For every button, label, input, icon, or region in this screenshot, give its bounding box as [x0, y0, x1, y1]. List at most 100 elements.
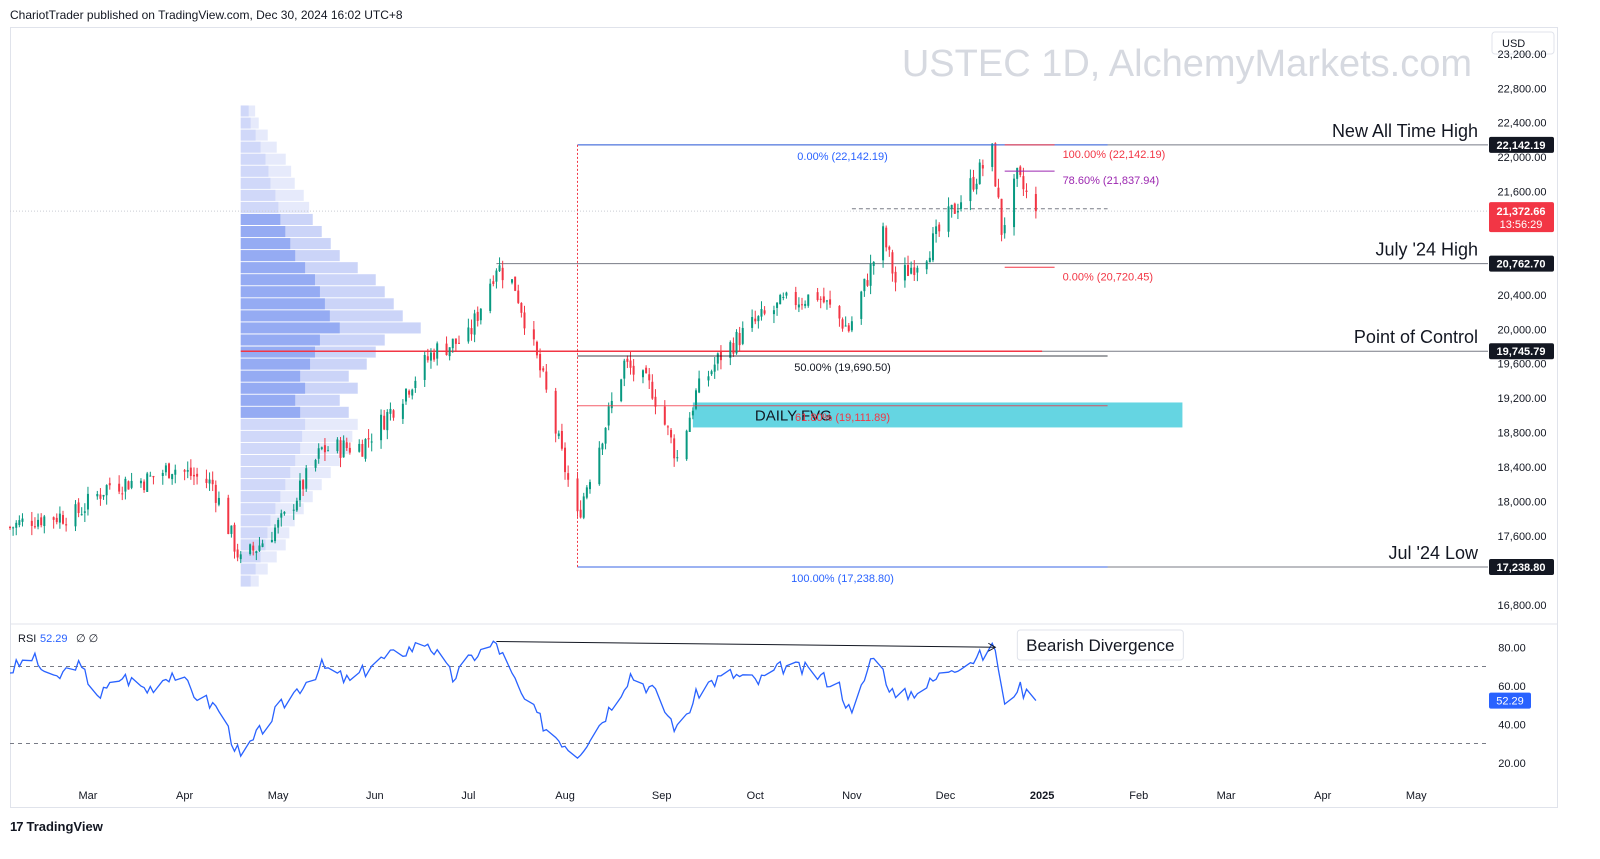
level-label: July '24 High [1376, 240, 1479, 260]
volume-profile-bar-inner [240, 177, 271, 189]
candle [751, 317, 754, 328]
candle [869, 263, 872, 286]
candle [741, 327, 744, 344]
candle [230, 525, 233, 534]
price-tick-label: 23,200.00 [1498, 49, 1547, 61]
candle [894, 271, 897, 283]
volume-profile-bar-inner [240, 370, 301, 382]
candle [183, 470, 186, 472]
tradingview-logo[interactable]: 17 TradingView [10, 819, 103, 834]
candle [139, 480, 142, 484]
candle [252, 545, 255, 551]
candle [1034, 194, 1037, 212]
candle [336, 439, 339, 452]
candle [822, 296, 825, 303]
candle [15, 522, 18, 528]
candle [314, 460, 317, 468]
candle [972, 176, 975, 190]
candle [58, 513, 61, 523]
candle [1003, 225, 1006, 234]
time-tick-label: 2025 [1030, 790, 1054, 802]
candle [498, 265, 501, 272]
volume-profile-bar-inner [240, 358, 311, 370]
candle [233, 524, 236, 552]
divergence-arrowhead [988, 642, 997, 652]
volume-profile-bar-inner [240, 442, 301, 454]
candle [1000, 198, 1003, 235]
volume-profile-bar-inner [240, 141, 261, 153]
candle [763, 310, 766, 314]
candle [579, 509, 582, 518]
candle [367, 438, 370, 440]
candle [670, 429, 673, 438]
rsi-tick-label: 40.00 [1498, 719, 1526, 731]
candle [797, 304, 800, 308]
candle [405, 388, 408, 402]
price-tick-label: 18,400.00 [1498, 462, 1547, 474]
time-axis[interactable]: Mar Apr May Jun Jul Aug Sep Oct Nov Dec 2025 Feb Mar… [78, 790, 1427, 802]
candle [698, 378, 701, 393]
candle [729, 342, 732, 358]
volume-profile-bar-inner [240, 274, 315, 286]
volume-profile [240, 105, 421, 587]
candle [52, 517, 55, 520]
fib-label: 0.00% (22,142.19) [797, 151, 888, 163]
candle [607, 406, 610, 426]
volume-profile-bar-inner [240, 454, 296, 467]
candle [436, 343, 439, 359]
candle [489, 283, 492, 311]
candle [43, 516, 46, 527]
time-tick-label: Mar [78, 790, 97, 802]
candle [479, 308, 482, 321]
candle [641, 370, 644, 378]
time-tick-label: Aug [555, 790, 575, 802]
candle [838, 306, 841, 319]
countdown-label: 13:56:29 [1500, 219, 1543, 231]
candle [358, 443, 361, 452]
candle [557, 433, 560, 437]
candle [913, 267, 916, 275]
candle [760, 309, 763, 317]
candle [411, 389, 414, 396]
candle [632, 365, 635, 375]
candle [623, 360, 626, 379]
candle [825, 300, 828, 302]
candle [910, 267, 913, 274]
fvg-layer: DAILY FVG [692, 402, 1183, 428]
price-tag: 19,745.79 [1497, 346, 1546, 358]
candle [1022, 176, 1025, 190]
volume-profile-bar-inner [240, 382, 306, 394]
candle [186, 470, 189, 472]
volume-profile-bar-inner [240, 262, 306, 274]
candle [130, 480, 133, 488]
candle [105, 485, 108, 496]
candle [342, 440, 345, 458]
volume-profile-bar-inner [240, 105, 249, 117]
currency-box[interactable] [1491, 31, 1555, 55]
time-tick-label: Jun [366, 790, 384, 802]
rsi-label: RSI [18, 633, 36, 645]
candle [152, 476, 155, 478]
candle [236, 549, 239, 558]
candle [258, 545, 261, 551]
candle [86, 493, 89, 510]
candle [523, 312, 526, 329]
price-tag: 22,142.19 [1497, 140, 1546, 152]
candle [426, 356, 429, 361]
candle [757, 316, 760, 322]
candle [1025, 190, 1028, 192]
price-axis[interactable]: 16,800.00 17,600.00 18,000.00 18,400.00 18,8… [1489, 49, 1554, 612]
candle [423, 354, 426, 380]
candle [779, 295, 782, 305]
candle [211, 479, 214, 485]
candle [819, 298, 822, 300]
candle [772, 310, 775, 315]
time-tick-label: Jul [461, 790, 475, 802]
volume-profile-bar-inner [240, 515, 271, 527]
candle [582, 496, 585, 518]
candle [978, 162, 981, 184]
candle [302, 480, 305, 490]
candle [323, 445, 326, 453]
volume-profile-bar-inner [240, 165, 269, 177]
